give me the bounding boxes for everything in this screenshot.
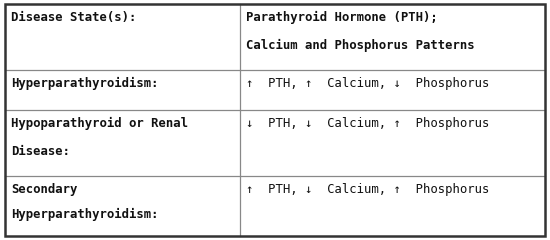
Text: ↓  PTH, ↓  Calcium, ↑  Phosphorus: ↓ PTH, ↓ Calcium, ↑ Phosphorus: [246, 117, 490, 130]
Text: Disease State(s):: Disease State(s):: [11, 11, 136, 24]
Text: Hyperparathyroidism:: Hyperparathyroidism:: [11, 77, 158, 90]
Text: Disease:: Disease:: [11, 145, 70, 158]
Text: Calcium and Phosphorus Patterns: Calcium and Phosphorus Patterns: [246, 39, 475, 52]
Text: Parathyroid Hormone (PTH);: Parathyroid Hormone (PTH);: [246, 11, 438, 24]
Text: ↑  PTH, ↑  Calcium, ↓  Phosphorus: ↑ PTH, ↑ Calcium, ↓ Phosphorus: [246, 77, 490, 90]
Text: Secondary: Secondary: [11, 183, 78, 196]
Text: Hypoparathyroid or Renal: Hypoparathyroid or Renal: [11, 117, 188, 130]
Text: ↑  PTH, ↓  Calcium, ↑  Phosphorus: ↑ PTH, ↓ Calcium, ↑ Phosphorus: [246, 183, 490, 196]
Text: Hyperparathyroidism:: Hyperparathyroidism:: [11, 208, 158, 221]
